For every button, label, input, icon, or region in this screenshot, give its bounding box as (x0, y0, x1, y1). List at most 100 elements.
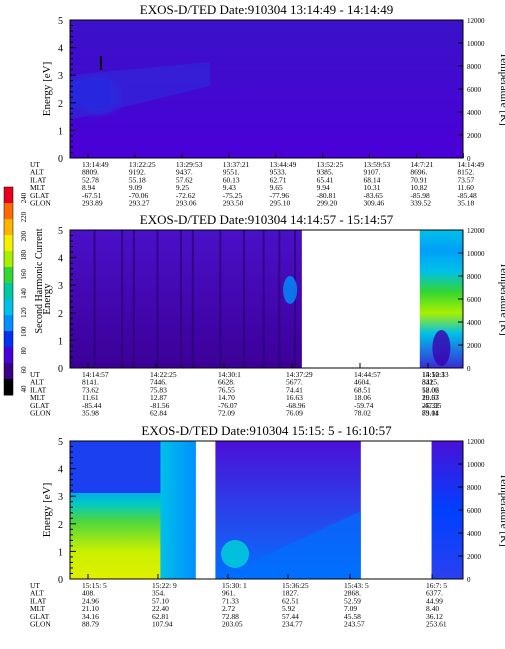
colorbar-swatch (4, 283, 13, 300)
table-cell: 78.02 (354, 409, 371, 418)
table-cell: 9.25 (176, 183, 189, 192)
axes-layer (3, 19, 464, 580)
colorbar-tick-label: 140 (20, 288, 28, 299)
table-cell: 961. (222, 589, 235, 598)
left-y-tick-label: 2 (58, 309, 63, 320)
table-cell: 79.11 (422, 409, 439, 418)
table-row-label-ut: UT (30, 581, 40, 590)
table-cell: 73.62 (82, 385, 99, 394)
left-y-tick-label: 3 (58, 492, 63, 503)
right-y-tick-label: 0 (467, 155, 471, 163)
table-cell: 75.83 (150, 385, 167, 394)
table-row-label-mlt: MLT (30, 604, 46, 613)
text-layer: EXOS-D/TED Date:910304 13:14:49 - 14:14:… (20, 2, 505, 629)
table-cell: 11.60 (457, 183, 474, 192)
table-row-label-ut: UT (30, 370, 40, 379)
table-cell: 9.65 (270, 183, 283, 192)
table-cell: 62.81 (152, 612, 169, 621)
table-cell: 203.05 (222, 620, 243, 629)
table-cell: 253.61 (426, 620, 447, 629)
table-row-label-glat: GLAT (30, 612, 50, 621)
left-y-tick-label: 0 (58, 364, 63, 375)
table-cell: -68.96 (286, 401, 306, 410)
left-y-tick-label: 4 (58, 44, 63, 55)
table-cell: 14:14:49 (457, 160, 484, 169)
table-cell: 234.77 (282, 620, 303, 629)
panel2-right-dark-spot (432, 330, 451, 366)
table-cell: 36.12 (426, 612, 443, 621)
left-y-tick-label: 1 (58, 336, 63, 347)
panel2-dark-stripe (278, 230, 281, 368)
table-cell: 293.06 (176, 199, 197, 208)
table-cell: 408. (82, 589, 95, 598)
table-cell: 76.55 (218, 385, 235, 394)
table-row-label-glat: GLAT (30, 401, 50, 410)
panel2-data-segment-left (70, 230, 302, 368)
table-cell: 13:14:49 (82, 160, 109, 169)
panel2-dark-stripe (156, 230, 159, 368)
right-y-tick-label: 10000 (467, 461, 485, 469)
table-row-label-mlt: MLT (30, 183, 46, 192)
table-cell: 13:37:21 (223, 160, 250, 169)
table-cell: 6628. (218, 378, 235, 387)
table-cell: 9533. (270, 168, 287, 177)
right-y-tick-label: 2000 (467, 553, 482, 561)
table-cell: 68.14 (364, 175, 381, 184)
table-cell: 9551. (223, 168, 240, 177)
panel1-y2label: Temperature [K] (498, 52, 505, 125)
left-y-tick-label: 3 (58, 281, 63, 292)
colorbar-label: Second Harmonic Current (34, 228, 45, 333)
table-cell: -85.48 (457, 191, 477, 200)
left-y-tick-label: 5 (58, 16, 63, 27)
table-cell: -81.56 (150, 401, 170, 410)
table-cell: 62.71 (270, 175, 287, 184)
table-cell: 57.10 (152, 596, 169, 605)
table-cell: 52.78 (82, 175, 99, 184)
table-row-label-glon: GLON (30, 409, 51, 418)
table-cell: 4604. (354, 378, 371, 387)
table-cell: 15:43: 5 (344, 581, 369, 590)
panel2-cyan-patch (283, 276, 298, 304)
table-cell: 9.94 (317, 183, 330, 192)
panel3-upper-blue (70, 441, 161, 493)
right-y-tick-label: 0 (467, 365, 471, 373)
table-cell: 58.06 (422, 385, 439, 394)
right-y-tick-label: 12000 (467, 438, 485, 446)
colorbar-swatch (4, 187, 13, 204)
table-cell: 3415. (422, 378, 439, 387)
table-cell: 8152. (457, 168, 474, 177)
table-cell: 35.98 (82, 409, 99, 418)
colorbar-swatch (4, 203, 13, 220)
table-cell: 25.32 (422, 401, 439, 410)
table-cell: -85.98 (410, 191, 430, 200)
panel2-dark-stripe (191, 230, 194, 368)
table-row-label-ilat: ILAT (30, 596, 47, 605)
colorbar-tick-label: 60 (20, 366, 28, 374)
table-row-label-alt: ALT (30, 589, 44, 598)
left-y-tick-label: 4 (58, 254, 63, 265)
table-cell: 7.09 (344, 604, 357, 613)
colorbar-swatch (4, 267, 13, 284)
colorbar-tick-label: 100 (20, 326, 28, 337)
table-cell: 55.18 (129, 175, 146, 184)
colorbar-swatch (4, 235, 13, 252)
table-cell: 19.03 (422, 393, 439, 402)
table-cell: 8.94 (82, 183, 95, 192)
table-cell: -47.35 (422, 401, 442, 410)
table-cell: 35.18 (457, 199, 474, 208)
table-cell: 5677. (286, 378, 303, 387)
table-row-label-ilat: ILAT (30, 175, 47, 184)
table-cell: 9107. (364, 168, 381, 177)
left-y-tick-label: 3 (58, 71, 63, 82)
table-row-label-glat: GLAT (30, 191, 50, 200)
table-cell: 339.52 (410, 199, 431, 208)
table-cell: 14:37:29 (286, 370, 313, 379)
table-cell: 13:29:53 (176, 160, 203, 169)
table-cell: 9385. (317, 168, 334, 177)
table-cell: 9437. (176, 168, 193, 177)
panel3-y2label: Temperature [K] (498, 473, 505, 546)
panel2-dark-stripe (219, 230, 222, 368)
left-y-tick-label: 0 (58, 575, 63, 586)
table-cell: 68.51 (354, 385, 371, 394)
table-cell: -85.44 (82, 401, 102, 410)
